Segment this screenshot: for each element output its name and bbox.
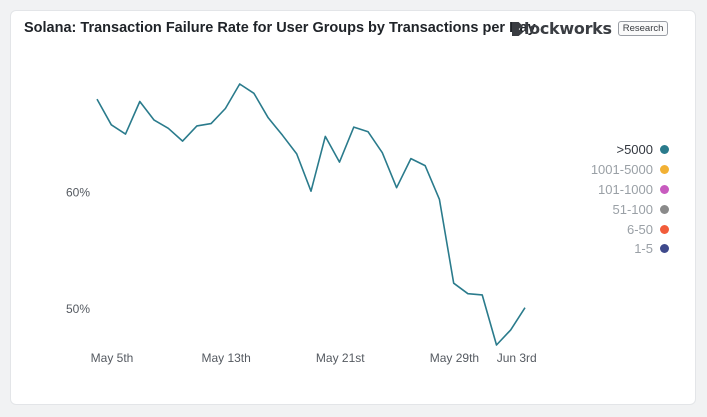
x-tick-label: May 13th: [201, 351, 250, 365]
legend-item[interactable]: 6-50: [591, 219, 669, 239]
research-badge: Research: [617, 21, 669, 36]
chart-title: Solana: Transaction Failure Rate for Use…: [24, 20, 536, 36]
legend-dot-icon: [660, 145, 669, 155]
legend-label: 6-50: [626, 221, 653, 237]
legend-dot-icon: [660, 244, 669, 254]
legend-dot-icon: [660, 165, 669, 175]
legend-label: >5000: [616, 142, 653, 158]
legend-label: 101-1000: [598, 181, 653, 197]
legend-label: 51-100: [612, 201, 653, 217]
legend-label: 1-5: [634, 241, 653, 257]
y-tick-label: 50%: [66, 302, 90, 316]
brand-text: lockworks: [524, 19, 612, 38]
legend-dot-icon: [660, 184, 669, 194]
legend-label: 1001-5000: [590, 162, 653, 178]
brand-logo: lockworks Research: [512, 19, 669, 38]
legend-dot-icon: [660, 204, 669, 214]
legend-item[interactable]: 101-1000: [591, 180, 669, 200]
legend-item[interactable]: >5000: [591, 140, 669, 160]
brand-b-icon: [512, 22, 523, 36]
y-tick-label: 60%: [66, 185, 90, 199]
legend-item[interactable]: 1-5: [591, 239, 669, 259]
legend-item[interactable]: 51-100: [591, 199, 669, 219]
legend-dot-icon: [660, 224, 669, 234]
brand-wordmark: lockworks: [512, 19, 612, 38]
x-tick-label: Jun 3rd: [497, 351, 537, 365]
x-tick-label: May 5th: [91, 351, 134, 365]
chart-card: [10, 10, 696, 405]
x-tick-label: May 29th: [430, 351, 479, 365]
chart-legend: >5000 1001-5000 101-1000 51-100 6-50 1-5: [591, 140, 669, 259]
x-tick-label: May 21st: [316, 351, 365, 365]
legend-item[interactable]: 1001-5000: [591, 160, 669, 180]
series-line: [96, 83, 526, 346]
